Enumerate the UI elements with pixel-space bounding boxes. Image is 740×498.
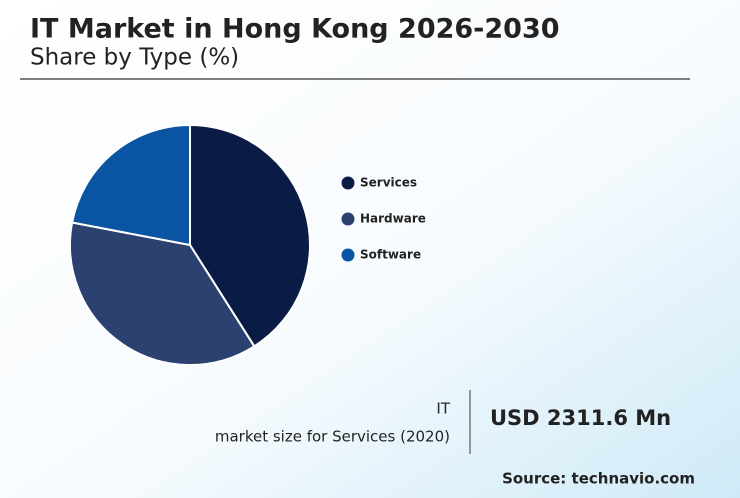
- pie-slice: [70, 123, 191, 247]
- source: Source: technavio.com: [502, 470, 695, 488]
- info-label: market size for Services (2020): [215, 428, 450, 446]
- legend-label: Software: [360, 248, 421, 262]
- legend-marker: [341, 248, 355, 262]
- info-label: IT: [436, 400, 450, 418]
- chart-subtitle: Share by Type (%): [30, 45, 239, 71]
- chart-title: IT Market in Hong Kong 2026-2030: [30, 14, 560, 45]
- pie-slice: [69, 221, 256, 366]
- legend-marker: [341, 212, 355, 226]
- legend-marker: [341, 176, 355, 190]
- legend-label: Hardware: [360, 212, 426, 226]
- legend-label: Services: [360, 176, 417, 190]
- info-value: USD 2311.6 Mn: [490, 406, 671, 430]
